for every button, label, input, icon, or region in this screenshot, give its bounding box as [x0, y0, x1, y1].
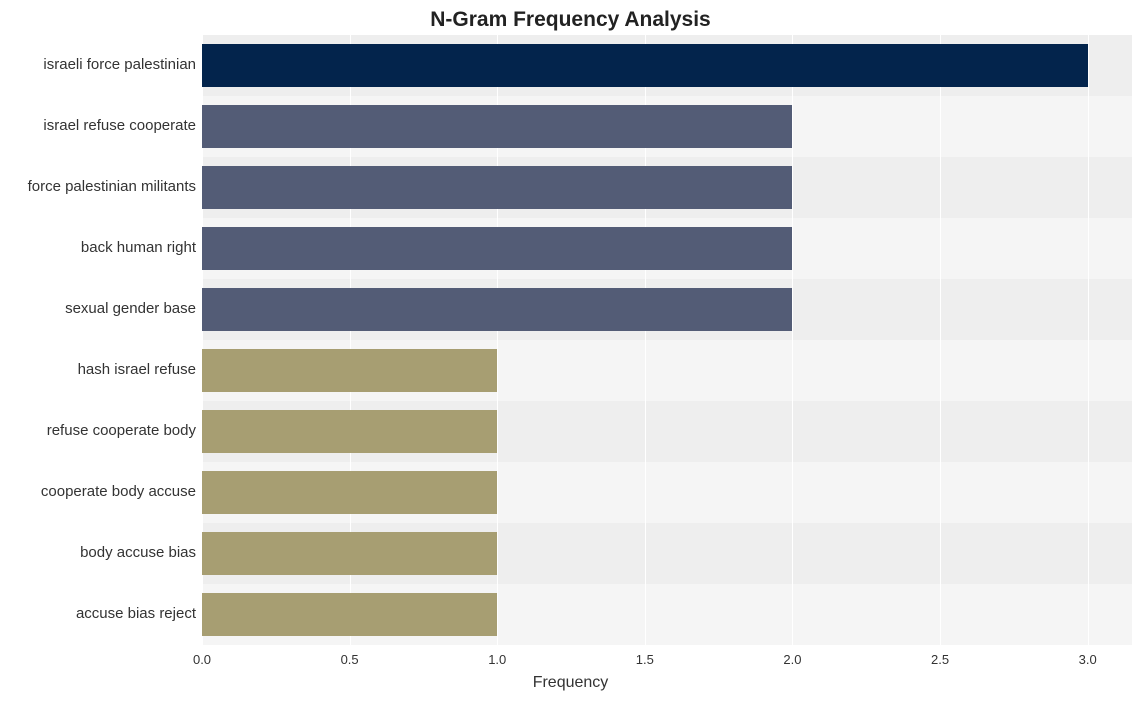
y-tick-label: force palestinian militants: [28, 178, 196, 195]
x-gridline: [1088, 35, 1089, 645]
x-axis-label: Frequency: [0, 674, 1141, 692]
bar: [202, 410, 497, 454]
bar: [202, 288, 792, 332]
y-tick-label: cooperate body accuse: [41, 483, 196, 500]
bar: [202, 471, 497, 515]
y-tick-label: sexual gender base: [65, 300, 196, 317]
x-gridline: [792, 35, 793, 645]
x-tick-label: 3.0: [1079, 652, 1097, 667]
bar: [202, 349, 497, 393]
x-tick-label: 2.0: [783, 652, 801, 667]
y-tick-label: accuse bias reject: [76, 605, 196, 622]
bar: [202, 166, 792, 210]
x-tick-label: 0.5: [341, 652, 359, 667]
y-tick-label: hash israel refuse: [78, 361, 196, 378]
y-tick-label: body accuse bias: [80, 544, 196, 561]
plot-area: [202, 35, 1132, 645]
x-tick-label: 1.5: [636, 652, 654, 667]
x-tick-label: 2.5: [931, 652, 949, 667]
bar: [202, 44, 1088, 88]
y-tick-label: refuse cooperate body: [47, 422, 196, 439]
bar: [202, 227, 792, 271]
chart-title: N-Gram Frequency Analysis: [0, 8, 1141, 32]
x-tick-label: 1.0: [488, 652, 506, 667]
bar: [202, 105, 792, 149]
x-tick-label: 0.0: [193, 652, 211, 667]
ngram-frequency-chart: N-Gram Frequency Analysis Frequency isra…: [0, 0, 1141, 701]
bar: [202, 593, 497, 637]
bar: [202, 532, 497, 576]
y-tick-label: israel refuse cooperate: [43, 117, 196, 134]
y-tick-label: israeli force palestinian: [43, 56, 196, 73]
y-tick-label: back human right: [81, 239, 196, 256]
x-gridline: [940, 35, 941, 645]
